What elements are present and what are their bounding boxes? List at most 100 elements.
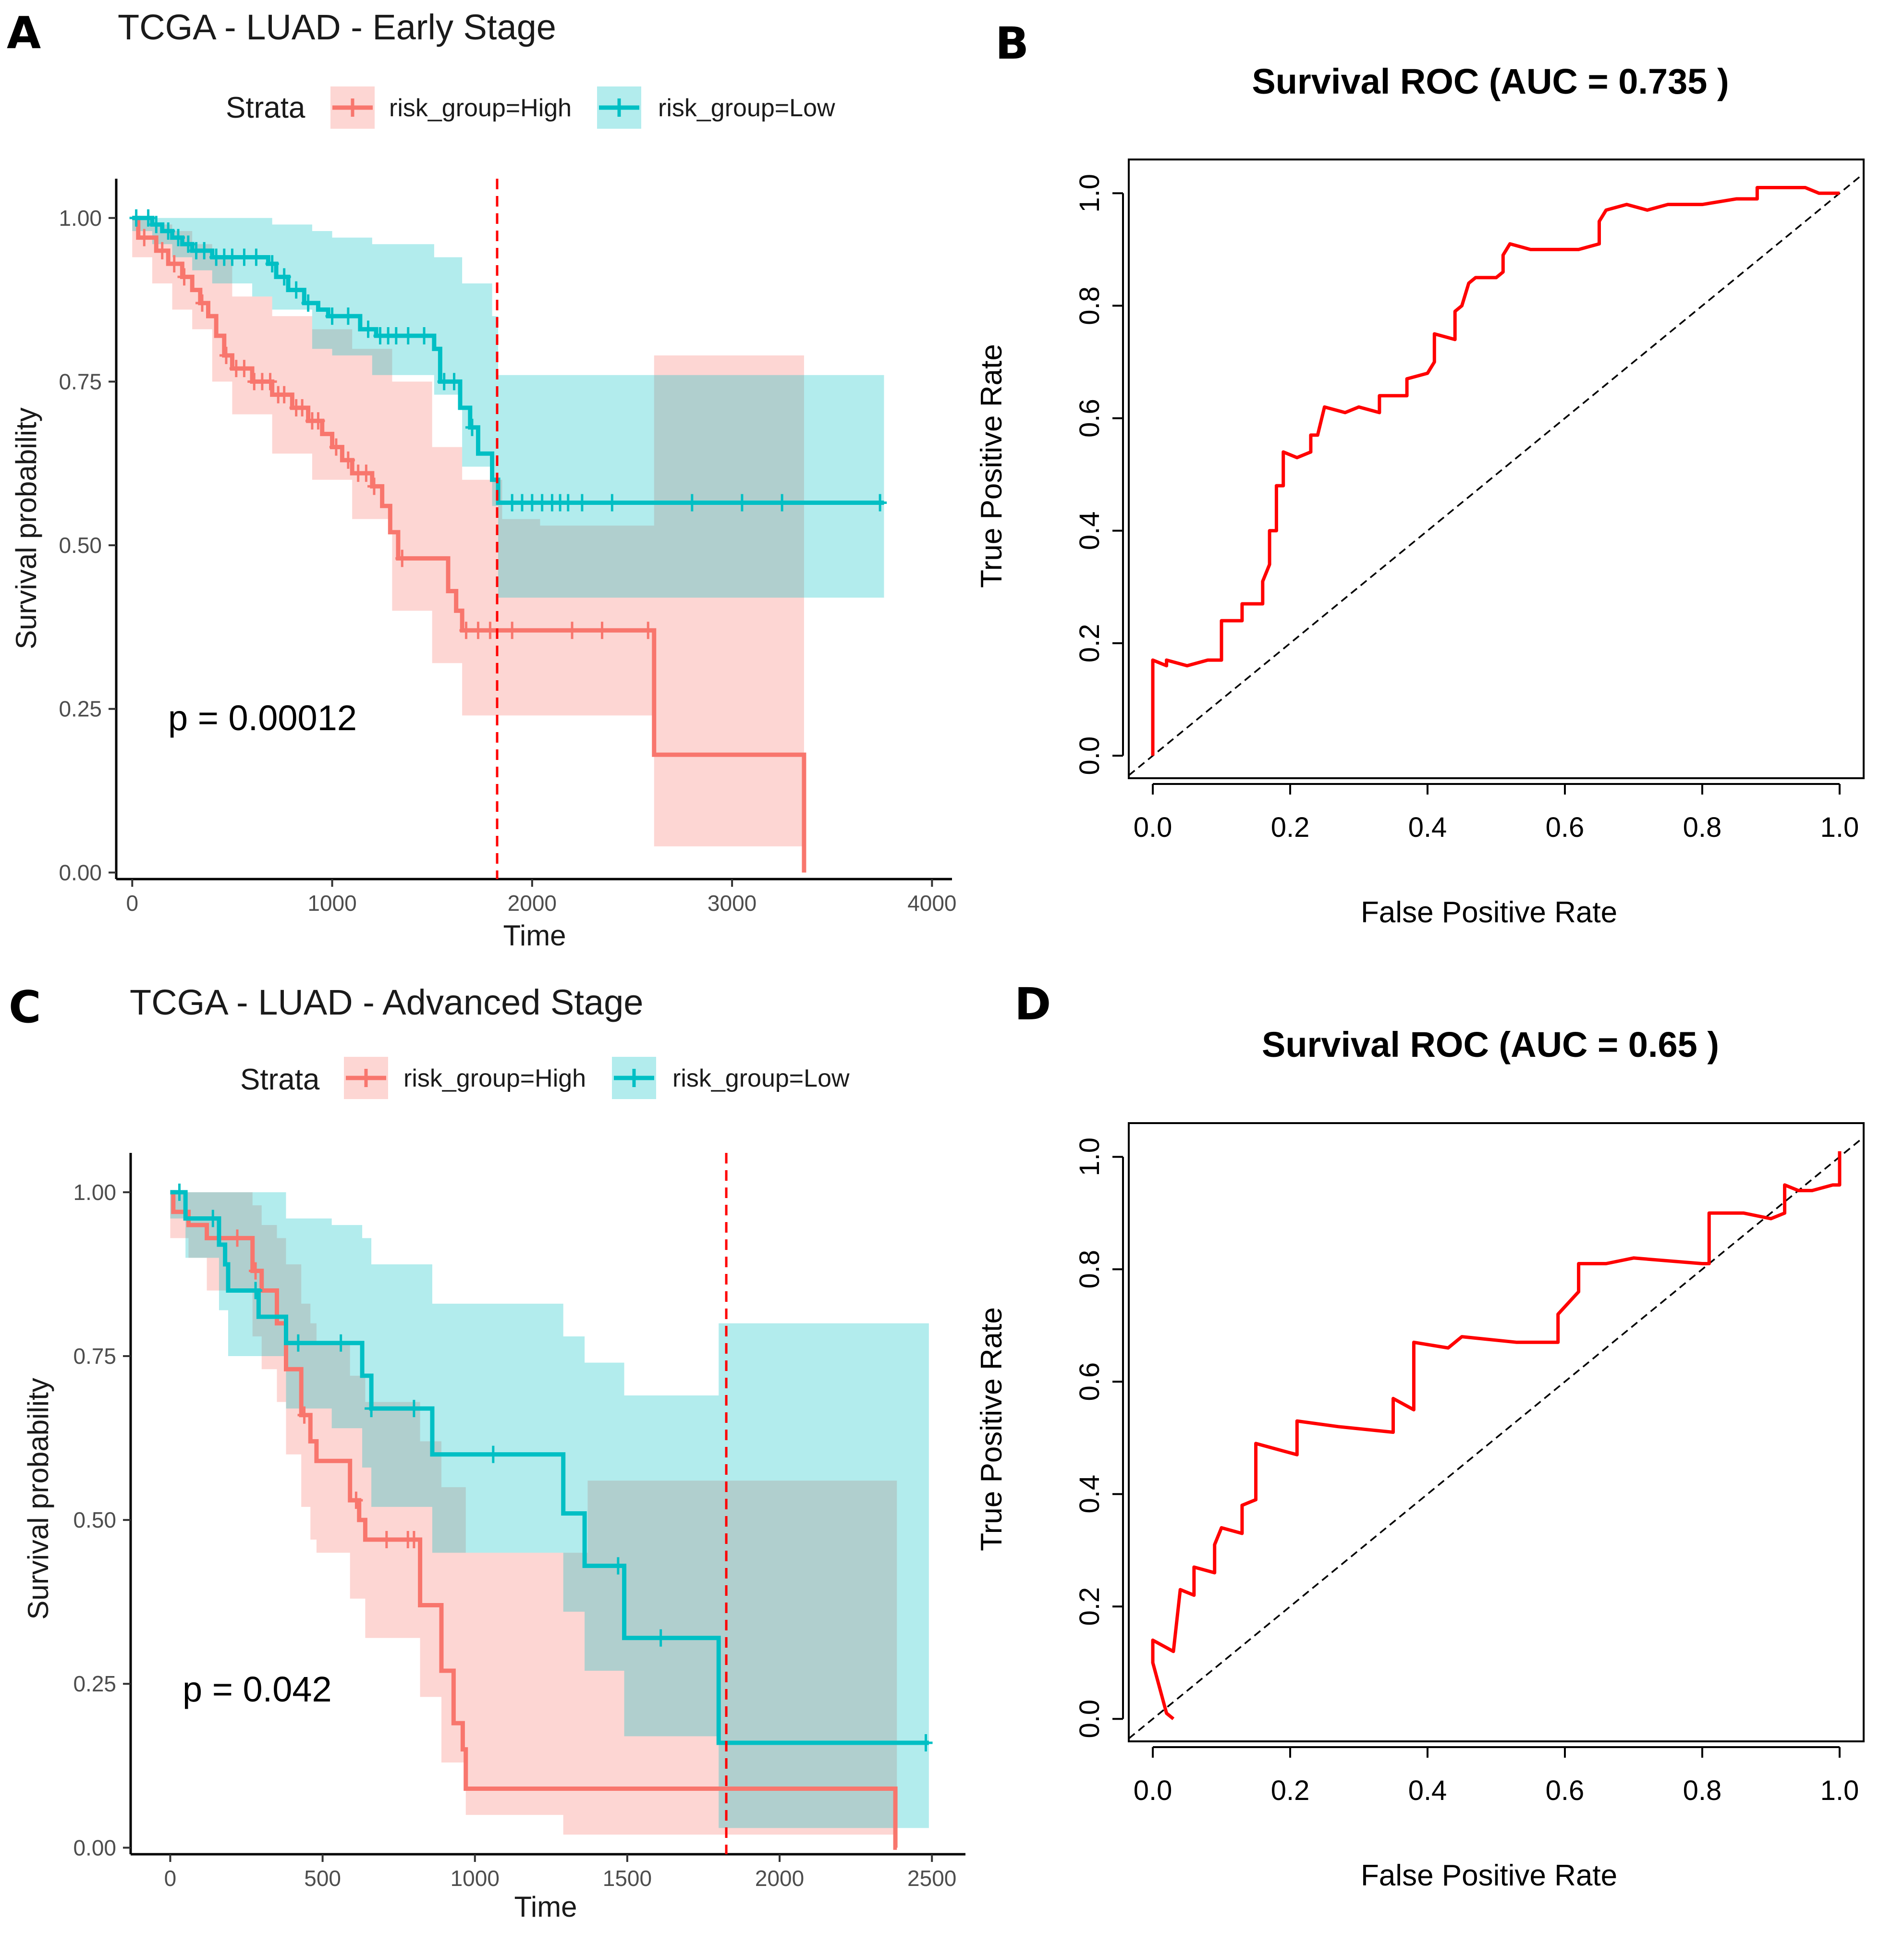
censor-mark-high xyxy=(237,360,251,378)
censor-mark-high xyxy=(295,399,309,416)
censor-mark-low xyxy=(277,268,291,286)
x-tick-label: 4000 xyxy=(907,891,956,916)
plot-frame xyxy=(1128,159,1865,779)
censor-mark-low xyxy=(181,235,195,253)
y-tick-label: 1.00 xyxy=(73,1180,116,1205)
censor-mark-high xyxy=(195,294,209,312)
y-tick-label: 0.4 xyxy=(1074,511,1105,550)
censor-mark-high xyxy=(395,550,409,567)
censor-mark-low xyxy=(417,327,431,345)
censor-mark-low xyxy=(605,494,619,512)
censor-mark-low xyxy=(171,229,185,246)
panel-b-title: Survival ROC (AUC = 0.735 ) xyxy=(1252,61,1729,101)
y-tick-label: 0.25 xyxy=(59,697,102,722)
panel-d-plot: 0.0 0.2 0.4 0.6 0.8 1.0 0.0 0.2 0.4 0.6 0.8 1.0 xyxy=(1074,1122,1865,1806)
censor-mark-high xyxy=(471,622,485,639)
panel-a-p-value: p = 0.00012 xyxy=(168,698,357,738)
x-tick-label: 1000 xyxy=(451,1866,500,1891)
y-tick-label: 0.00 xyxy=(59,860,102,885)
censor-mark-low xyxy=(225,248,239,266)
panel-b-plot: 0.0 0.2 0.4 0.6 0.8 1.0 0.0 0.2 0.4 0.6 0.8 1.0 xyxy=(1074,159,1865,843)
x-tick-label: 0 xyxy=(126,891,139,916)
panel-b-x-label: False Positive Rate xyxy=(1361,896,1617,929)
censor-mark-high xyxy=(219,346,233,364)
plot-frame xyxy=(1128,1122,1865,1742)
y-tick-label: 0.4 xyxy=(1074,1475,1105,1514)
x-tick-label: 0.2 xyxy=(1271,1775,1310,1806)
x-tick-label: 1000 xyxy=(307,891,356,916)
panel-a-title: TCGA - LUAD - Early Stage xyxy=(118,7,556,47)
panel-c-legend-high-label: risk_group=High xyxy=(403,1065,586,1092)
panel-a-legend-title: Strata xyxy=(226,91,305,124)
panel-c-plot: 0 500 1000 1500 2000 2500 0.00 0.25 0.50 0.75 1.00 xyxy=(73,1153,965,1891)
panel-a-legend-low-label: risk_group=Low xyxy=(658,94,835,122)
panel-d-y-label: True Positive Rate xyxy=(975,1307,1008,1551)
censor-mark-low xyxy=(172,1183,186,1201)
y-tick-label: 0.50 xyxy=(73,1507,116,1532)
censor-mark-low xyxy=(486,1445,500,1463)
censor-mark-low xyxy=(575,494,589,512)
panel-c-legend-title: Strata xyxy=(240,1063,320,1096)
x-tick-label: 2000 xyxy=(755,1866,804,1891)
censor-mark-high xyxy=(329,438,343,456)
censor-mark-high xyxy=(349,1492,363,1509)
x-tick-label: 0.8 xyxy=(1683,1775,1722,1806)
panel-c: C TCGA - LUAD - Advanced Stage Strata ri… xyxy=(9,981,965,1923)
censor-mark-low xyxy=(291,1334,305,1352)
censor-mark-low xyxy=(341,307,355,325)
censor-mark-high xyxy=(407,1531,421,1549)
censor-mark-low xyxy=(389,327,403,345)
censor-mark-high xyxy=(565,622,579,639)
censor-mark-low xyxy=(873,494,887,512)
censor-mark-high xyxy=(137,229,151,246)
censor-mark-low xyxy=(361,320,375,338)
panel-a-legend: Strata risk_group=High risk_group=Low xyxy=(226,86,835,129)
censor-mark-high xyxy=(641,622,655,639)
censor-mark-low xyxy=(301,294,315,312)
panel-a-legend-high-label: risk_group=High xyxy=(389,94,572,122)
censor-mark-high xyxy=(167,255,181,273)
censor-mark-low xyxy=(141,209,155,227)
y-tick-label: 1.00 xyxy=(59,206,102,231)
censor-mark-high xyxy=(263,373,277,391)
panel-c-y-label: Survival probability xyxy=(22,1378,54,1620)
censor-mark-low xyxy=(249,1282,263,1299)
y-tick-label: 0.0 xyxy=(1074,736,1105,775)
censor-mark-high xyxy=(297,1406,311,1424)
ci-band-high xyxy=(170,1192,897,1835)
panel-a-y-label: Survival probability xyxy=(10,407,42,649)
x-tick-label: 2000 xyxy=(508,891,557,916)
censor-mark-low xyxy=(654,1629,668,1647)
censor-mark-low xyxy=(611,1557,625,1575)
censor-mark-low xyxy=(447,373,461,391)
censor-mark-high xyxy=(311,412,325,430)
censor-mark-high xyxy=(177,268,191,286)
censor-mark-low xyxy=(334,1334,348,1352)
censor-mark-low xyxy=(129,209,143,227)
censor-mark-low xyxy=(206,1210,220,1227)
y-tick-label: 0.50 xyxy=(59,533,102,558)
censor-mark-low xyxy=(407,1400,421,1418)
censor-mark-low xyxy=(561,494,575,512)
censor-mark-high xyxy=(249,1262,263,1280)
panel-a-plot: 0 1000 2000 3000 4000 0.00 0.25 0.50 0.75 1.00 xyxy=(59,179,957,916)
x-tick-label: 0.4 xyxy=(1408,812,1447,843)
panel-d-title: Survival ROC (AUC = 0.65 ) xyxy=(1262,1025,1719,1065)
panel-a: A TCGA - LUAD - Early Stage Strata risk_… xyxy=(7,7,957,952)
x-tick-label: 2500 xyxy=(907,1866,956,1891)
censor-mark-high xyxy=(155,242,169,259)
panel-a-letter: A xyxy=(7,7,41,59)
censor-mark-low xyxy=(265,255,279,273)
censor-mark-low xyxy=(465,418,479,436)
reference-diagonal xyxy=(1128,1136,1865,1739)
ci-band-high xyxy=(132,218,804,846)
censor-mark-high xyxy=(505,622,519,639)
y-tick-label: 0.75 xyxy=(73,1344,116,1369)
censor-mark-low xyxy=(735,494,749,512)
y-tick-label: 0.00 xyxy=(73,1835,116,1860)
censor-mark-high xyxy=(483,622,497,639)
panel-b-y-label: True Positive Rate xyxy=(975,344,1008,588)
x-tick-label: 0.2 xyxy=(1271,812,1310,843)
